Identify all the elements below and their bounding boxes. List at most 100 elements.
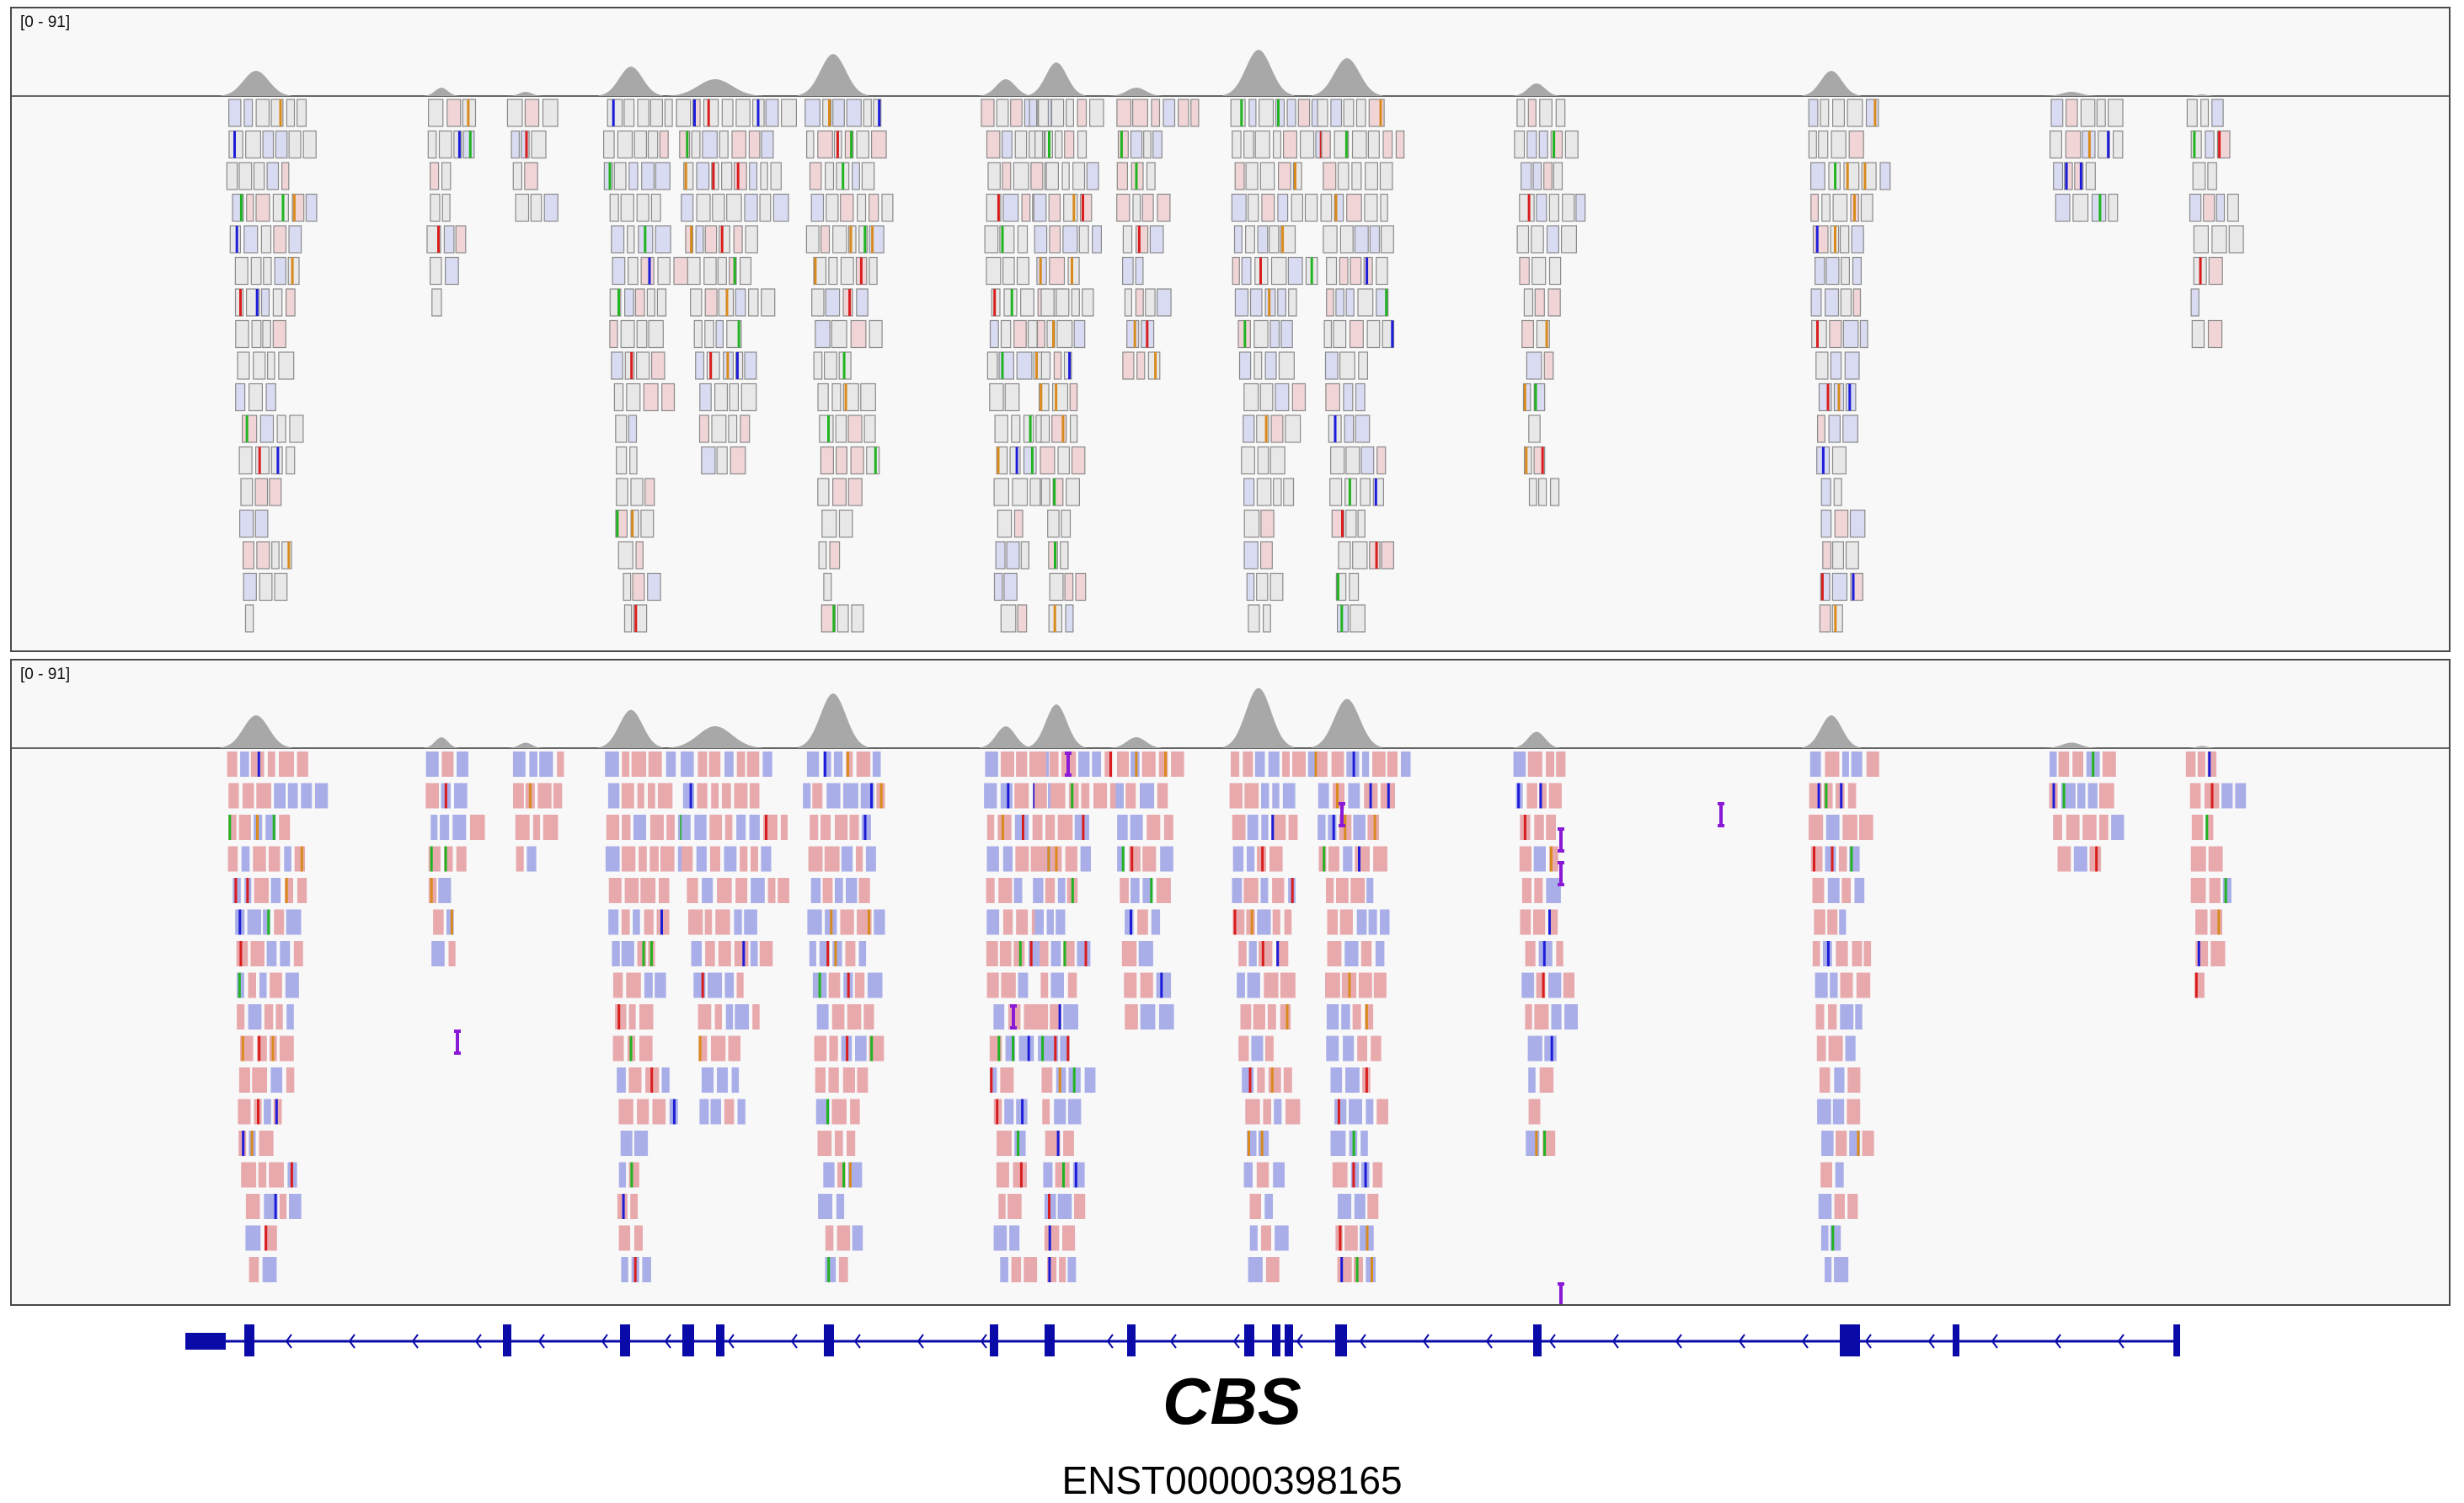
read <box>664 99 673 127</box>
read <box>1810 193 1820 222</box>
read <box>1283 478 1295 506</box>
mismatch-mark <box>1850 846 1853 872</box>
read <box>855 1035 867 1062</box>
read <box>1380 225 1394 254</box>
alignment-track-2[interactable]: [0 - 91] <box>10 659 2451 1306</box>
read <box>1244 225 1255 254</box>
alignment-track-1[interactable]: [0 - 91] <box>10 7 2451 652</box>
read <box>724 972 735 998</box>
read <box>2210 941 2226 966</box>
read <box>542 99 559 127</box>
read <box>646 288 655 317</box>
read <box>642 1257 651 1282</box>
read <box>639 1004 654 1030</box>
read <box>1269 319 1280 349</box>
read <box>2191 815 2204 840</box>
read <box>607 783 620 809</box>
read <box>804 99 820 127</box>
read <box>1326 1035 1339 1062</box>
read <box>666 815 675 840</box>
mismatch-mark <box>1834 226 1836 253</box>
read <box>1000 1067 1014 1093</box>
read <box>539 752 553 777</box>
read <box>1249 1194 1261 1219</box>
mismatch-mark <box>1027 1035 1030 1062</box>
insertion-marker <box>454 1030 461 1055</box>
mismatch-mark <box>828 99 831 126</box>
read <box>817 130 833 159</box>
read <box>656 288 667 317</box>
read <box>1259 941 1273 966</box>
read <box>441 752 454 777</box>
read <box>1840 1004 1854 1030</box>
read <box>724 1099 735 1125</box>
mismatch-mark <box>871 226 874 253</box>
read <box>2064 162 2073 190</box>
gene-model-track[interactable] <box>0 1297 2464 1356</box>
mismatch-mark <box>726 352 730 379</box>
read <box>698 1035 708 1062</box>
read <box>1349 572 1360 602</box>
mismatch-mark <box>285 878 288 903</box>
read <box>1066 478 1080 506</box>
mismatch-mark <box>1053 479 1056 505</box>
read <box>1071 446 1086 475</box>
exon-block <box>1244 1324 1254 1356</box>
read <box>1075 572 1087 602</box>
read <box>647 130 659 159</box>
coverage-peak <box>668 726 762 748</box>
read <box>250 941 265 966</box>
read <box>749 783 760 809</box>
read <box>1516 225 1530 254</box>
read <box>1533 846 1546 872</box>
read <box>1036 1004 1049 1030</box>
read <box>254 878 269 903</box>
read <box>1117 752 1129 777</box>
mismatch-mark <box>1001 226 1004 253</box>
read <box>1243 878 1259 903</box>
read <box>710 1099 721 1125</box>
read <box>532 815 541 840</box>
read <box>1033 193 1047 222</box>
mismatch-mark <box>468 131 472 158</box>
mismatch-mark <box>634 605 638 632</box>
mismatch-mark <box>834 941 837 966</box>
read <box>709 815 723 840</box>
read <box>1553 162 1563 190</box>
strand-arrow-icon <box>1232 1334 1240 1349</box>
coverage-peak <box>1802 715 1861 748</box>
read <box>621 1257 628 1282</box>
read <box>1038 382 1050 412</box>
read <box>1247 846 1255 872</box>
read <box>297 878 307 903</box>
read <box>1350 878 1366 903</box>
read <box>1516 99 1526 127</box>
read <box>1318 846 1327 872</box>
read <box>607 99 623 127</box>
mismatch-mark <box>1137 226 1141 253</box>
mismatch-mark <box>292 194 296 222</box>
mismatch-mark <box>997 447 1000 474</box>
read <box>615 1004 627 1030</box>
read <box>243 572 257 602</box>
read <box>1064 572 1074 602</box>
read <box>252 1067 267 1093</box>
read <box>698 752 708 777</box>
read <box>611 225 625 254</box>
read <box>778 878 789 903</box>
read <box>425 783 439 809</box>
read <box>1259 162 1275 190</box>
read <box>1115 783 1124 809</box>
mismatch-mark <box>1133 320 1136 348</box>
read <box>1534 878 1543 903</box>
read <box>287 783 298 809</box>
read <box>227 846 238 872</box>
mismatch-mark <box>437 226 440 253</box>
read <box>1141 193 1154 222</box>
read <box>264 1099 271 1125</box>
read <box>852 1225 863 1251</box>
read <box>229 225 241 254</box>
read <box>717 1067 728 1093</box>
mismatch-mark <box>430 846 433 872</box>
read <box>1854 878 1865 903</box>
